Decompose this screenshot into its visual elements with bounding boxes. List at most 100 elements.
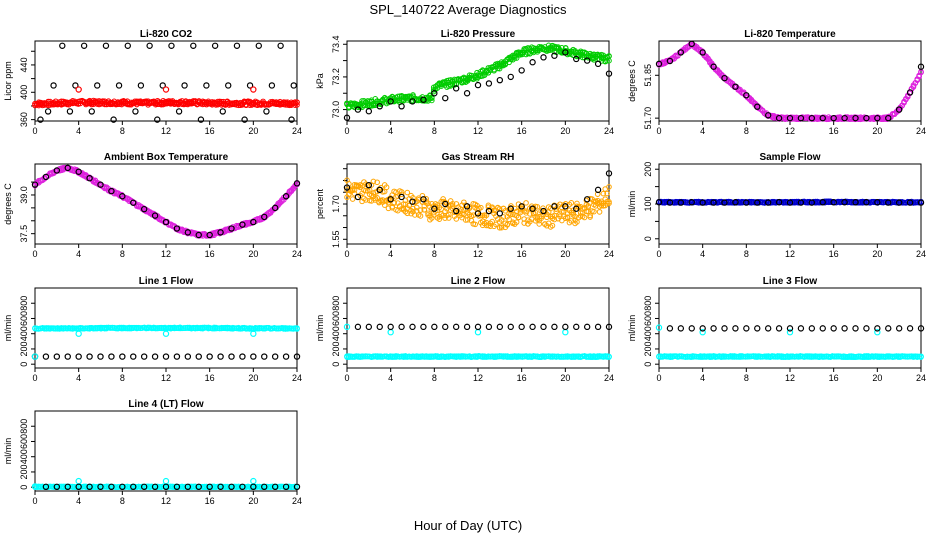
data-point <box>47 325 53 331</box>
data-point <box>217 229 224 236</box>
data-point <box>732 199 739 206</box>
data-point <box>86 353 93 360</box>
data-point <box>507 73 514 81</box>
data-point <box>583 57 591 64</box>
x-tick-label: 16 <box>205 126 215 136</box>
plot-frame <box>34 163 298 245</box>
data-point <box>140 205 148 213</box>
data-series <box>37 42 295 123</box>
y-tick-label: 0 <box>19 485 29 490</box>
data-point <box>228 225 235 232</box>
data-point <box>239 221 246 228</box>
data-point <box>917 63 925 70</box>
data-point <box>474 353 480 359</box>
x-tick-label: 16 <box>517 373 527 383</box>
data-point <box>406 202 413 209</box>
data-point <box>349 196 356 202</box>
x-tick-label: 24 <box>292 126 302 136</box>
data-point <box>387 323 394 331</box>
data-point <box>130 199 137 206</box>
y-tick-label: 800 <box>19 419 29 434</box>
data-point <box>515 214 522 221</box>
data-point <box>173 225 181 232</box>
data-point <box>239 353 246 360</box>
data-point <box>478 204 484 211</box>
y-tick-label: 800 <box>643 296 653 311</box>
data-point <box>250 353 257 360</box>
data-point <box>445 211 452 218</box>
data-point <box>852 325 859 332</box>
data-point <box>594 186 602 194</box>
x-tick-label: 4 <box>388 249 393 259</box>
data-point <box>431 205 438 212</box>
data-point <box>387 98 394 105</box>
data-point <box>228 353 235 360</box>
x-tick-label: 20 <box>248 249 258 259</box>
x-tick-label: 24 <box>604 373 614 383</box>
data-series <box>50 82 297 89</box>
data-point <box>59 42 66 49</box>
data-point <box>271 353 279 360</box>
data-point <box>146 42 153 49</box>
data-point <box>677 199 685 206</box>
y-axis-label: ml/min <box>315 315 325 342</box>
data-point <box>393 353 399 360</box>
data-point <box>75 86 82 93</box>
data-point <box>797 114 805 122</box>
data-point <box>463 203 471 210</box>
data-point <box>540 54 547 61</box>
panel-title: Gas Stream RH <box>442 152 515 163</box>
y-tick-label: 73.0 <box>331 101 341 119</box>
data-point <box>710 63 717 70</box>
data-point <box>376 186 383 194</box>
data-point <box>604 190 610 197</box>
data-point <box>583 323 591 331</box>
x-tick-label: 24 <box>916 249 926 259</box>
data-point <box>268 82 276 89</box>
data-point <box>419 192 426 199</box>
data-point <box>452 85 460 92</box>
data-point <box>421 206 428 213</box>
x-tick-label: 4 <box>388 126 393 136</box>
data-point <box>797 325 805 332</box>
x-tick-label: 8 <box>120 249 125 259</box>
data-point <box>536 221 543 227</box>
data-point <box>130 353 137 360</box>
data-point <box>463 323 471 331</box>
data-point <box>173 353 181 360</box>
data-point <box>754 199 761 206</box>
data-point <box>583 196 591 203</box>
data-point <box>343 184 351 191</box>
data-point <box>42 173 50 181</box>
data-point <box>162 86 170 93</box>
x-tick-label: 20 <box>560 373 570 383</box>
data-point <box>235 325 242 332</box>
x-tick-label: 20 <box>560 249 570 259</box>
x-tick-label: 16 <box>517 126 527 136</box>
y-axis-label: Licor ppm <box>3 61 13 101</box>
data-point <box>786 325 794 332</box>
data-point <box>606 184 612 190</box>
y-tick-label: 200 <box>19 464 29 479</box>
data-point <box>500 214 507 220</box>
panel-title: Line 2 Flow <box>451 276 506 287</box>
panel-title: Line 3 Flow <box>763 276 818 287</box>
data-point <box>288 116 295 123</box>
data-point <box>64 353 71 360</box>
data-point <box>553 208 560 215</box>
data-point <box>587 214 593 220</box>
data-point <box>710 325 717 332</box>
data-point <box>885 199 892 206</box>
data-point <box>604 57 610 64</box>
data-point <box>895 325 903 332</box>
data-point <box>600 190 607 197</box>
x-tick-label: 8 <box>120 496 125 506</box>
x-tick-label: 0 <box>656 373 661 383</box>
data-point <box>493 221 499 228</box>
data-point <box>431 323 438 331</box>
data-point <box>754 325 761 332</box>
x-tick-label: 12 <box>785 126 795 136</box>
data-point <box>75 477 82 485</box>
